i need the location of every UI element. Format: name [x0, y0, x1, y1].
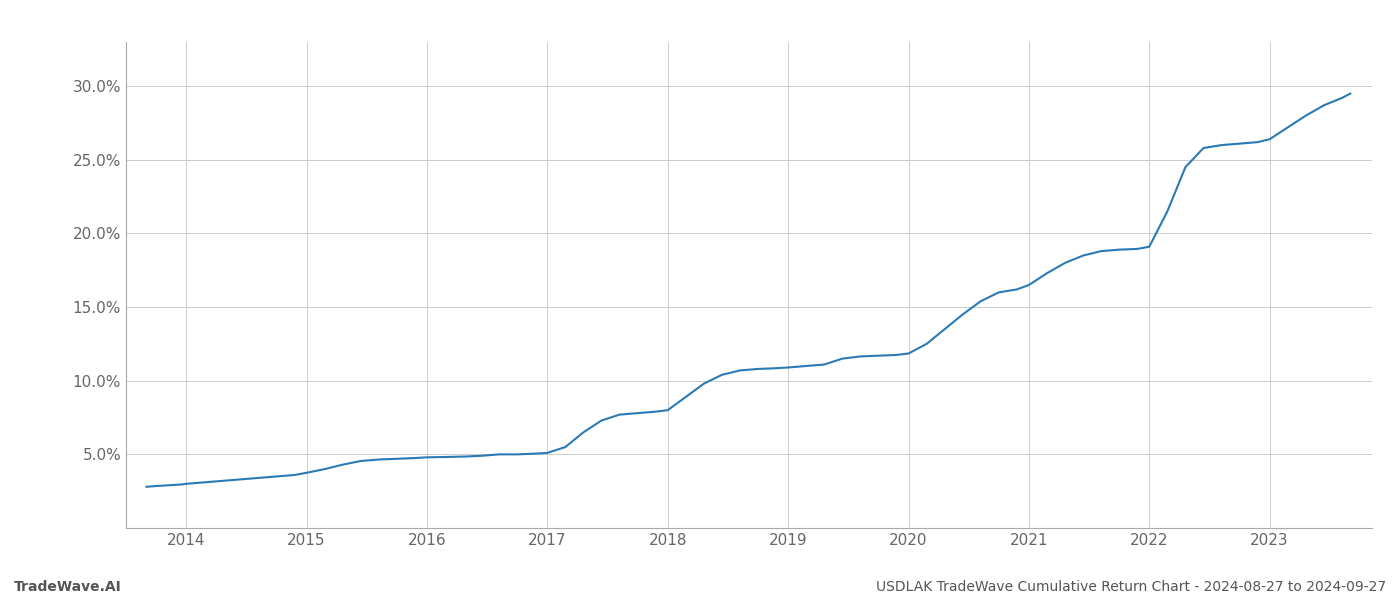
Text: TradeWave.AI: TradeWave.AI [14, 580, 122, 594]
Text: USDLAK TradeWave Cumulative Return Chart - 2024-08-27 to 2024-09-27: USDLAK TradeWave Cumulative Return Chart… [876, 580, 1386, 594]
